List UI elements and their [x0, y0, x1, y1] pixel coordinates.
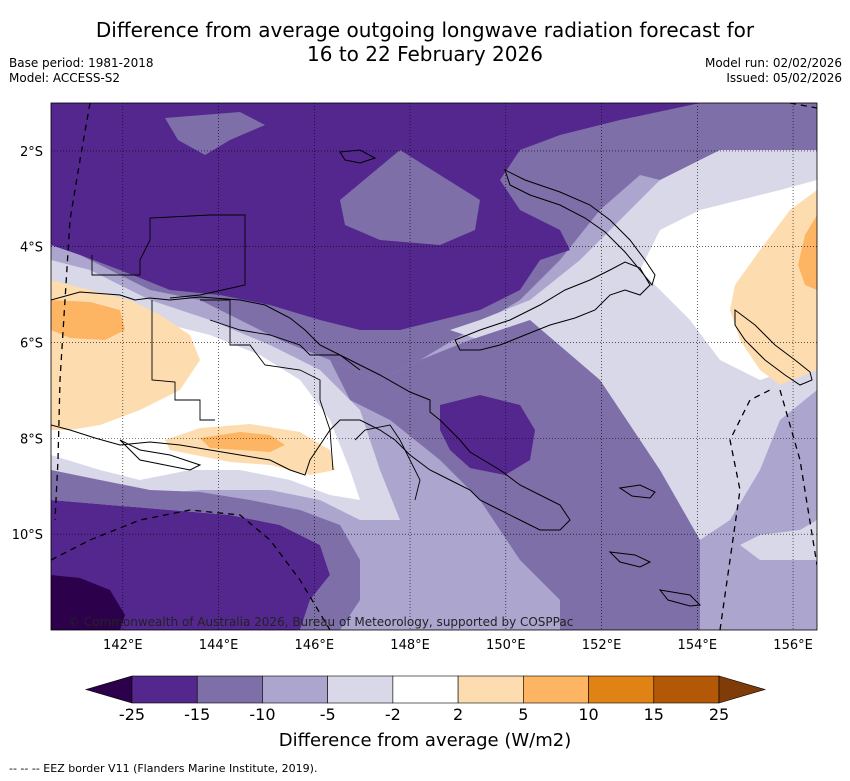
eez-border-west [54, 103, 91, 521]
gridlines [51, 103, 817, 630]
title-line-1: Difference from average outgoing longwav… [95, 18, 755, 42]
band-plus5-plus10-west [51, 300, 125, 340]
eez-borders [51, 103, 817, 630]
eez-border-northeast [789, 103, 817, 109]
lat-tick-label: 10°S [12, 528, 43, 543]
base-period: Base period: 1981-2018 [9, 56, 154, 70]
coastline-solomon-islands [119, 439, 702, 607]
colorbar-tick-label: -5 [320, 705, 336, 724]
colorbar-bin [523, 675, 589, 704]
eez-border-southeast [719, 389, 771, 630]
band-minus5-minus2-southeast [740, 520, 817, 560]
lon-tick-label: 150°E [486, 638, 526, 653]
colorbar-tick-label: -10 [249, 705, 275, 724]
eez-border-southwest [51, 509, 331, 630]
province-border-east [354, 424, 421, 501]
lat-tick-label: 8°S [20, 432, 43, 447]
band-minus15-minus10-inlay-2 [340, 150, 480, 245]
lon-tick-label: 146°E [295, 638, 335, 653]
colorbar-bin [196, 675, 263, 704]
olr-anomaly-field [51, 103, 817, 630]
band-plus2-plus5-east [730, 190, 817, 385]
colorbar-tick-label: 10 [578, 705, 598, 724]
colorbar-bin [392, 675, 459, 704]
coastlines [51, 149, 813, 607]
model-name: Model: ACCESS-S2 [9, 71, 121, 85]
meta-left: Base period: 1981-2018 Model: ACCESS-S2 [9, 56, 154, 86]
lat-tick-label: 6°S [20, 337, 43, 352]
colorbar-bin [131, 675, 198, 704]
plot-frame [50, 102, 818, 631]
coastline-new-ireland [504, 169, 656, 287]
province-border-central [200, 299, 334, 471]
province-borders [91, 214, 421, 501]
colorbar-tick-label: 2 [453, 705, 463, 724]
title-line-2: 16 to 22 February 2026 [307, 42, 543, 66]
coastline-new-britain [454, 261, 651, 351]
band-plus5-plus10-fly [200, 432, 285, 452]
colorbar-bin [327, 675, 394, 704]
colorbar-tick-label: 5 [518, 705, 528, 724]
copyright-text: © Commonwealth of Australia 2026, Bureau… [68, 615, 573, 629]
colorbar-tick-label: -25 [119, 705, 145, 724]
lon-tick-label: 144°E [199, 638, 239, 653]
issued-date: Issued: 05/02/2026 [726, 71, 842, 85]
band-minus15-minus10-southwest-edge [51, 470, 360, 630]
band-plus5-plus10-east [798, 215, 817, 290]
province-border-highlands [209, 319, 361, 371]
axis-labels: 142°E 144°E 146°E 148°E 150°E 152°E 154°E 156°E… [12, 145, 813, 653]
colorbar-bin [262, 675, 328, 704]
lon-tick-label: 156°E [773, 638, 813, 653]
province-border-west [151, 300, 215, 421]
band-below-minus25-corner [51, 575, 125, 630]
coastline-bougainville [734, 309, 813, 386]
band-minus25-minus15-central [440, 395, 535, 475]
lon-tick-label: 154°E [678, 638, 718, 653]
colorbar-bin [457, 675, 524, 704]
lat-tick-label: 2°S [20, 145, 43, 160]
colorbar-tick-label: 15 [644, 705, 664, 724]
colorbar-under-arrow [84, 675, 133, 704]
meta-right: Model run: 02/02/2026 Issued: 05/02/2026 [705, 56, 842, 86]
lon-tick-label: 142°E [103, 638, 143, 653]
eez-footnote: -- -- -- EEZ border V11 (Flanders Marine… [9, 762, 318, 775]
colorbar-tick-label: -15 [184, 705, 210, 724]
colorbar-title: Difference from average (W/m2) [278, 730, 572, 751]
colorbar-bin [588, 675, 655, 704]
eez-border-east [779, 389, 817, 566]
province-border-north [91, 214, 246, 299]
lon-tick-label: 152°E [582, 638, 622, 653]
coastline-new-hanover [339, 149, 377, 164]
colorbar-tick-label: 25 [709, 705, 729, 724]
colorbar: -25 -15 -10 -5 -2 2 5 10 15 25 [84, 675, 767, 724]
map-title: Difference from average outgoing longwav… [0, 18, 850, 66]
colorbar-over-arrow [718, 675, 767, 704]
lon-tick-label: 148°E [390, 638, 430, 653]
model-run: Model run: 02/02/2026 [704, 56, 842, 70]
lat-tick-label: 4°S [20, 241, 43, 256]
coastline-new-guinea [51, 291, 571, 531]
colorbar-bin [653, 675, 720, 704]
colorbar-tick-label: -2 [385, 705, 401, 724]
band-minus15-minus10-inlay-1 [165, 112, 265, 155]
